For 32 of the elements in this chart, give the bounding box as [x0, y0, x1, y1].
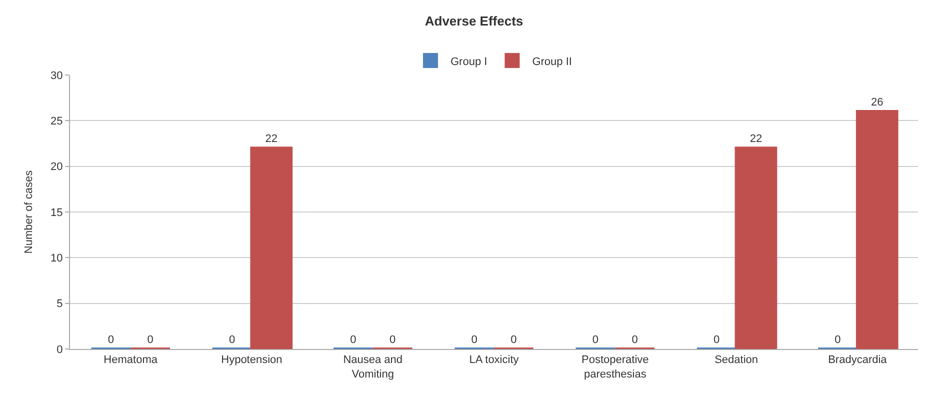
data-label: 22 — [265, 133, 278, 146]
data-label: 0 — [834, 334, 841, 346]
data-label: 0 — [592, 334, 599, 346]
x-tick-label: Nausea and Vomiting — [343, 354, 403, 380]
y-tick-label: 25 — [50, 116, 63, 128]
x-tick-label: Hypotension — [221, 354, 282, 366]
y-tick-label: 5 — [56, 298, 63, 310]
y-axis-title: Number of cases — [23, 170, 36, 254]
y-tick-label: 15 — [50, 206, 63, 219]
data-label: 0 — [350, 334, 356, 346]
data-label: 0 — [108, 334, 114, 346]
y-tick-label: 0 — [56, 344, 63, 356]
y-tick-label: 10 — [50, 252, 63, 265]
data-label: 0 — [471, 334, 478, 346]
x-tick-label: Bradycardia — [828, 354, 888, 366]
x-tick-label: LA toxicity — [469, 354, 520, 366]
data-label: 0 — [632, 334, 638, 346]
data-label: 22 — [750, 133, 762, 146]
data-label: 0 — [147, 334, 154, 346]
data-label: 0 — [714, 334, 720, 346]
x-tick-label: Hematoma — [104, 354, 158, 366]
x-tick-label: Sedation — [714, 354, 758, 366]
chart-title: Adverse Effects — [424, 13, 524, 28]
data-label: 0 — [389, 334, 396, 346]
x-tick-label: Postoperative paresthesias — [582, 354, 649, 380]
y-tick-label: 30 — [50, 70, 63, 82]
legend-label: Group II — [532, 56, 572, 68]
data-label: 0 — [228, 334, 236, 346]
data-label: 26 — [870, 96, 884, 109]
legend-label: Group I — [450, 56, 488, 68]
data-label: 0 — [510, 334, 517, 346]
y-tick-label: 20 — [50, 161, 63, 174]
